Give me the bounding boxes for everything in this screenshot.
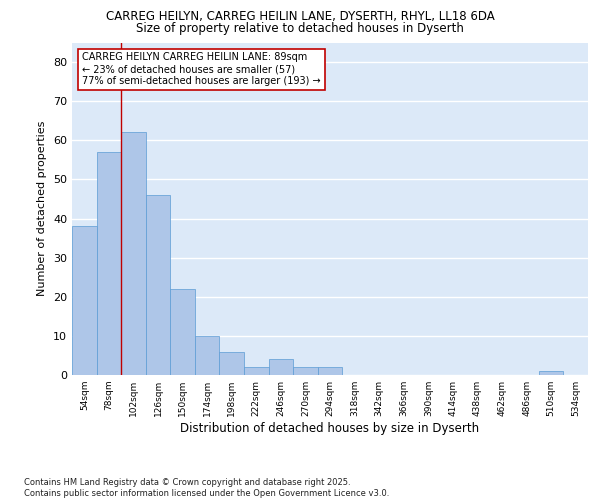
Bar: [293, 367, 318, 375]
Bar: [269, 360, 293, 375]
Text: CARREG HEILYN, CARREG HEILIN LANE, DYSERTH, RHYL, LL18 6DA: CARREG HEILYN, CARREG HEILIN LANE, DYSER…: [106, 10, 494, 23]
Bar: [195, 336, 220, 375]
Bar: [170, 289, 195, 375]
Bar: [72, 226, 97, 375]
Bar: [244, 367, 269, 375]
Bar: [121, 132, 146, 375]
Bar: [220, 352, 244, 375]
Bar: [97, 152, 121, 375]
Text: Contains HM Land Registry data © Crown copyright and database right 2025.
Contai: Contains HM Land Registry data © Crown c…: [24, 478, 389, 498]
Bar: [318, 367, 342, 375]
Bar: [146, 195, 170, 375]
Bar: [539, 371, 563, 375]
Text: CARREG HEILYN CARREG HEILIN LANE: 89sqm
← 23% of detached houses are smaller (57: CARREG HEILYN CARREG HEILIN LANE: 89sqm …: [82, 52, 321, 86]
Y-axis label: Number of detached properties: Number of detached properties: [37, 121, 47, 296]
Text: Size of property relative to detached houses in Dyserth: Size of property relative to detached ho…: [136, 22, 464, 35]
X-axis label: Distribution of detached houses by size in Dyserth: Distribution of detached houses by size …: [181, 422, 479, 435]
